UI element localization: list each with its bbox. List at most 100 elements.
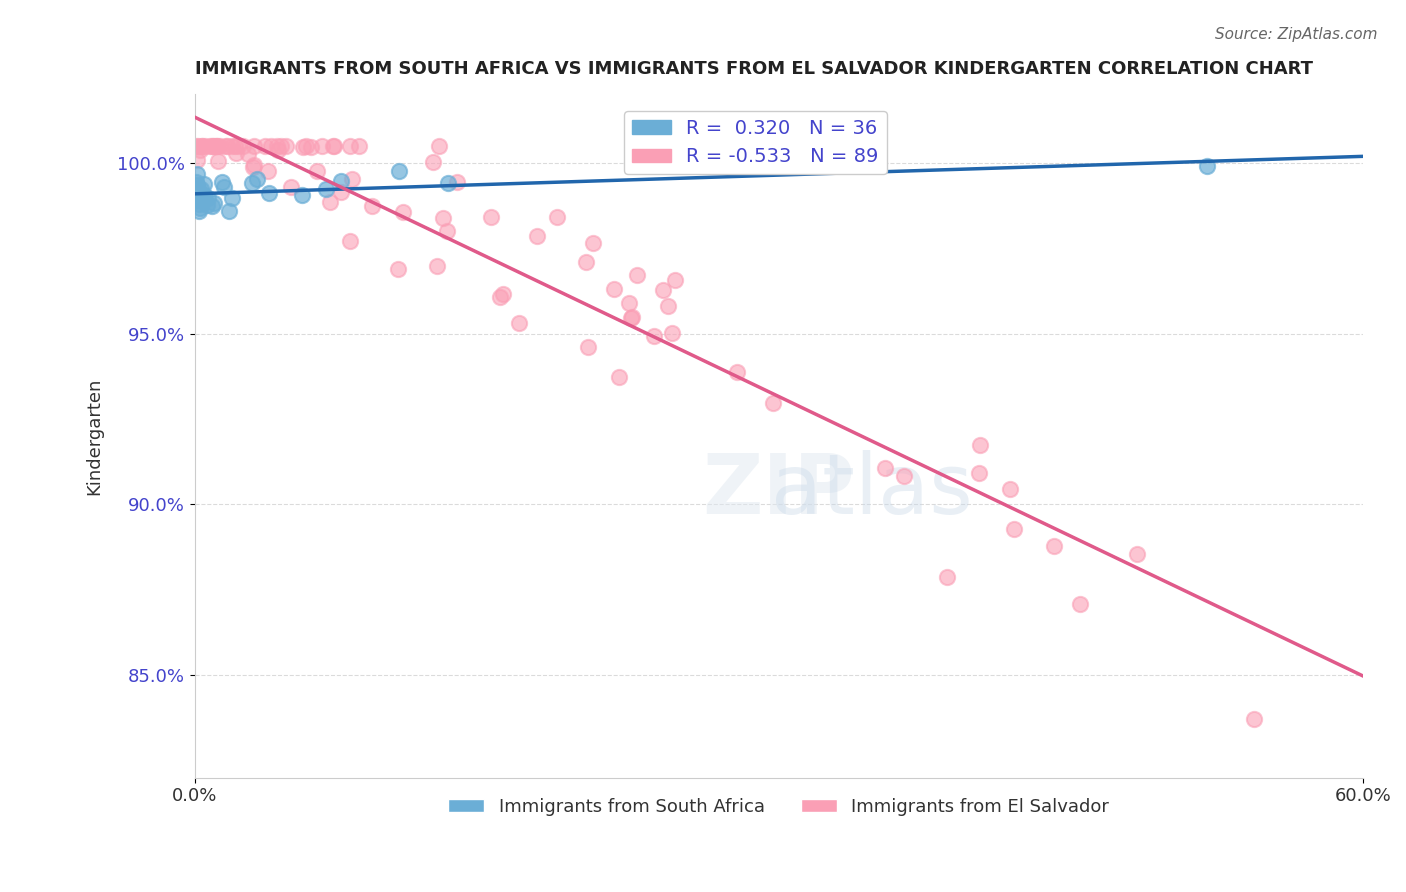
Point <box>187 138 209 153</box>
Point <box>422 155 444 169</box>
Point <box>391 205 413 219</box>
Point <box>232 138 254 153</box>
Point <box>347 138 370 153</box>
Point <box>208 138 231 153</box>
Point <box>875 461 897 475</box>
Point <box>323 138 346 153</box>
Point <box>432 211 454 225</box>
Point <box>221 138 243 153</box>
Point <box>188 203 211 218</box>
Point <box>188 197 211 211</box>
Point <box>226 138 249 153</box>
Point <box>217 138 239 153</box>
Point <box>339 234 361 248</box>
Point <box>190 182 212 196</box>
Point <box>762 396 785 410</box>
Point <box>437 176 460 190</box>
Point <box>211 175 233 189</box>
Point <box>339 138 361 153</box>
Text: atlas: atlas <box>772 450 973 531</box>
Point <box>1002 522 1025 536</box>
Point <box>186 184 208 198</box>
Point <box>388 164 411 178</box>
Point <box>186 178 208 193</box>
Point <box>257 186 280 200</box>
Point <box>481 210 503 224</box>
Point <box>205 138 228 153</box>
Point <box>243 138 266 153</box>
Point <box>508 316 530 330</box>
Point <box>436 224 458 238</box>
Point <box>291 140 314 154</box>
Point <box>186 167 208 181</box>
Point <box>194 138 217 153</box>
Point <box>186 184 208 198</box>
Point <box>204 195 226 210</box>
Point <box>238 147 260 161</box>
Point <box>256 164 278 178</box>
Point <box>191 188 214 202</box>
Point <box>193 188 215 202</box>
Point <box>307 163 329 178</box>
Point <box>190 201 212 215</box>
Point <box>969 438 991 452</box>
Point <box>546 210 568 224</box>
Point <box>329 174 352 188</box>
Text: Source: ZipAtlas.com: Source: ZipAtlas.com <box>1215 27 1378 42</box>
Point <box>582 235 605 250</box>
Point <box>967 467 990 481</box>
Point <box>212 180 235 194</box>
Point <box>893 469 915 483</box>
Point <box>207 153 229 168</box>
Point <box>315 181 337 195</box>
Point <box>186 175 208 189</box>
Point <box>1243 712 1265 726</box>
Point <box>224 138 246 153</box>
Legend: Immigrants from South Africa, Immigrants from El Salvador: Immigrants from South Africa, Immigrants… <box>441 790 1116 823</box>
Point <box>607 370 630 384</box>
Point <box>1126 548 1149 562</box>
Text: ZIP: ZIP <box>703 450 855 531</box>
Point <box>225 145 247 160</box>
Point <box>186 138 208 153</box>
Point <box>205 138 228 153</box>
Point <box>270 138 292 153</box>
Point <box>626 268 648 282</box>
Text: IMMIGRANTS FROM SOUTH AFRICA VS IMMIGRANTS FROM EL SALVADOR KINDERGARTEN CORRELA: IMMIGRANTS FROM SOUTH AFRICA VS IMMIGRAN… <box>195 60 1313 78</box>
Point <box>935 570 957 584</box>
Point <box>652 283 675 297</box>
Point <box>186 153 208 168</box>
Point <box>387 262 409 277</box>
Point <box>240 177 263 191</box>
Point <box>446 175 468 189</box>
Point <box>260 138 283 153</box>
Point <box>215 138 238 153</box>
Point <box>492 286 515 301</box>
Point <box>322 138 344 153</box>
Point <box>201 138 224 153</box>
Point <box>193 177 215 191</box>
Point <box>187 182 209 196</box>
Point <box>1069 598 1091 612</box>
Point <box>218 204 240 219</box>
Point <box>330 186 353 200</box>
Point <box>184 184 207 198</box>
Point <box>725 365 748 379</box>
Point <box>184 186 207 200</box>
Point <box>191 138 214 153</box>
Point <box>254 138 277 153</box>
Point <box>426 260 449 274</box>
Point <box>621 310 644 325</box>
Point <box>602 282 624 296</box>
Point <box>311 138 333 153</box>
Point <box>280 180 302 194</box>
Point <box>274 138 297 153</box>
Point <box>197 191 219 205</box>
Point <box>360 199 382 213</box>
Point <box>661 326 683 340</box>
Point <box>201 198 224 212</box>
Point <box>664 272 686 286</box>
Point <box>291 188 314 202</box>
Point <box>575 254 598 268</box>
Point <box>617 296 640 310</box>
